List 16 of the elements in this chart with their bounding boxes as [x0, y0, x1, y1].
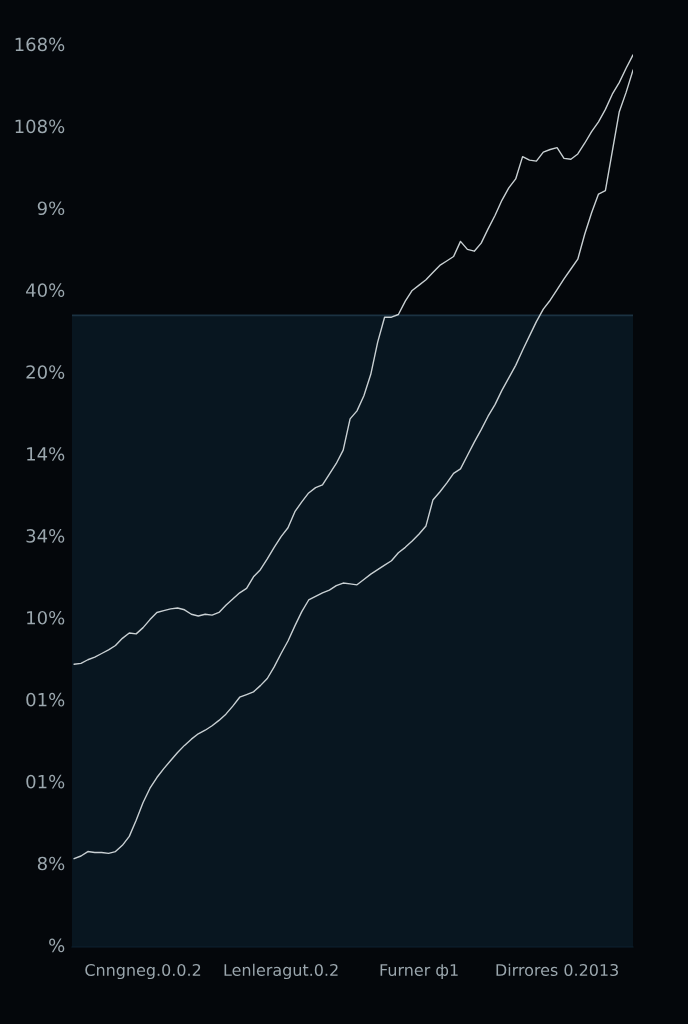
text: 108% [15, 119, 65, 134]
text: 9% [37, 201, 65, 216]
text: 40% [26, 283, 65, 297]
text: 8% [37, 856, 65, 871]
text: % [49, 938, 65, 953]
text: 01% [26, 774, 65, 789]
text: 168% [15, 37, 65, 52]
text: 01% [26, 692, 65, 707]
text: 20% [26, 365, 65, 379]
text: 10% [27, 610, 65, 625]
x-tick-label: Cnngneg.0.0.2 [85, 963, 201, 980]
text: 14% [27, 447, 65, 461]
x-tick-label: Furner ф1 [380, 964, 458, 980]
x-tick-label: Lenleragut.0.2 [224, 963, 338, 980]
x-tick-label: Dirrores 0.2013 [496, 963, 618, 977]
text: 34% [26, 529, 65, 543]
